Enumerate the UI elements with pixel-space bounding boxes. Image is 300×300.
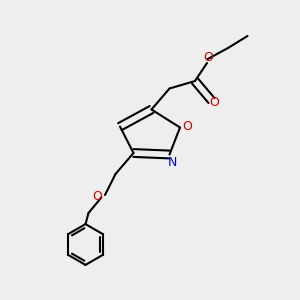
Text: O: O [209, 95, 219, 109]
Text: O: O [183, 119, 192, 133]
Text: O: O [93, 190, 102, 203]
Text: N: N [168, 156, 177, 170]
Text: O: O [204, 51, 213, 64]
